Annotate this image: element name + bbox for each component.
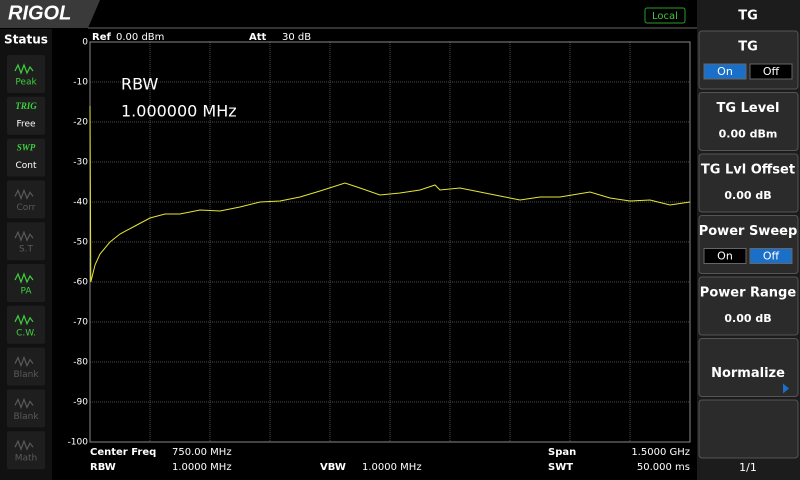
att-label: Att — [249, 32, 267, 43]
option-box[interactable] — [703, 63, 747, 80]
option-label: Off — [763, 65, 780, 78]
status-label: Corr — [16, 203, 35, 213]
footer-label: Span — [548, 447, 576, 458]
option-label: On — [717, 65, 733, 78]
mode: Local — [652, 11, 678, 22]
status-label: Free — [16, 119, 36, 129]
status-icon — [14, 188, 34, 201]
status-label: Math — [15, 454, 38, 464]
menu-button-blank[interactable] — [698, 399, 799, 459]
menu-button-label: TG — [738, 40, 758, 55]
footer-value: 50.000 ms — [637, 462, 690, 473]
logo: RIGOL — [8, 2, 71, 24]
status-icon — [14, 314, 34, 326]
y-tick-label: -20 — [73, 118, 88, 128]
y-tick-label: -70 — [73, 318, 88, 328]
status-item — [7, 180, 45, 219]
menu-button-label: Normalize — [711, 366, 785, 381]
option-box[interactable] — [703, 248, 747, 264]
y-tick-label: -40 — [73, 198, 88, 208]
status-icon — [14, 355, 34, 368]
status-label: Peak — [15, 78, 37, 88]
footer-value: 1.0000 MHz — [172, 462, 232, 473]
menu-button[interactable] — [698, 153, 799, 213]
option-label: On — [717, 250, 733, 263]
footer-value: 750.00 MHz — [172, 447, 232, 458]
status-label: PA — [20, 287, 32, 297]
menu-button[interactable] — [698, 276, 799, 336]
marker-text: 1.000000 MHz — [121, 102, 237, 121]
footer-value: 1.0000 MHz — [362, 462, 422, 473]
menu-title: TG — [738, 9, 758, 24]
y-tick-label: -80 — [73, 358, 88, 368]
menu-button-label: Power Sweep — [699, 224, 798, 239]
footer-label: RBW — [90, 462, 116, 473]
y-tick-label: -10 — [73, 78, 88, 88]
status-label: Blank — [13, 412, 39, 422]
menu-button-label: TG Lvl Offset — [701, 163, 795, 178]
status-label: Cont — [15, 161, 36, 171]
status-title: Status — [4, 33, 48, 47]
marker-text: RBW — [121, 75, 159, 94]
ref-label: Ref — [92, 32, 111, 43]
att-value: 30 dB — [282, 32, 311, 43]
status-item — [7, 431, 45, 470]
ref-value: 0.00 dBm — [116, 32, 164, 43]
status-item — [7, 138, 45, 177]
status-item — [7, 389, 45, 428]
menu-button[interactable] — [698, 92, 799, 151]
mode-box — [644, 7, 686, 24]
status-item — [7, 347, 45, 386]
plot-frame — [89, 41, 691, 443]
submenu-arrow — [783, 383, 789, 394]
y-tick-label: -90 — [73, 398, 88, 408]
status-item — [7, 55, 45, 93]
status-item — [7, 305, 45, 344]
y-tick-label: -100 — [68, 438, 89, 448]
y-tick-label: -50 — [73, 238, 88, 248]
footer-value: 1.5000 GHz — [631, 447, 690, 458]
menu-button-value: 0.00 dBm — [719, 128, 778, 141]
y-tick-label: -30 — [73, 158, 88, 168]
status-icon — [14, 397, 34, 410]
menu-button-value: 0.00 dB — [724, 189, 771, 202]
status-label: S.T — [19, 245, 34, 255]
status-item — [7, 222, 45, 261]
trace — [89, 105, 691, 283]
menu-button-label: TG Level — [717, 101, 780, 116]
menu-button-value: 0.00 dB — [724, 312, 771, 325]
option-label: Off — [763, 250, 780, 263]
page-indicator: 1/1 — [739, 461, 757, 474]
status-icon — [14, 272, 34, 284]
status-tag: SWP — [17, 143, 36, 153]
footer-label: SWT — [548, 462, 573, 473]
menu-button[interactable] — [698, 338, 799, 397]
status-item — [7, 264, 45, 302]
y-tick-label: -60 — [73, 278, 88, 288]
status-label: Blank — [13, 370, 39, 380]
status-tag: TRIG — [15, 101, 37, 111]
logo-box — [0, 0, 100, 28]
status-icon — [14, 439, 34, 451]
option-box[interactable] — [749, 63, 793, 80]
status-label: C.W. — [16, 328, 36, 338]
y-tick-label: 0 — [82, 38, 88, 48]
option-box[interactable] — [749, 248, 793, 264]
footer-label: Center Freq — [90, 447, 156, 458]
status-icon — [14, 230, 34, 242]
status-icon — [14, 63, 34, 75]
footer-label: VBW — [320, 462, 346, 473]
status-item — [7, 96, 45, 135]
menu-button-label: Power Range — [700, 286, 797, 301]
